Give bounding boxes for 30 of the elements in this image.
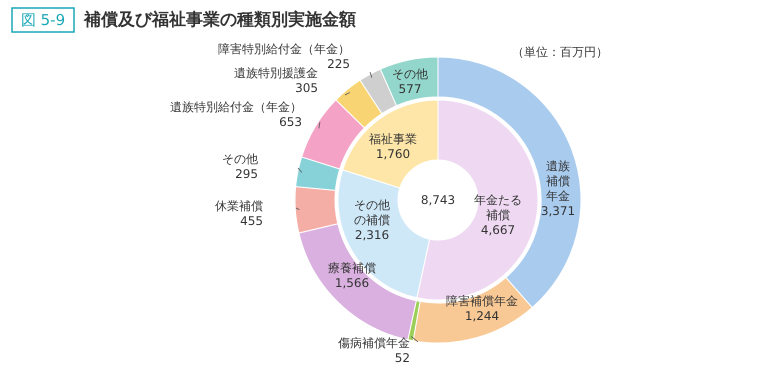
- text: （単位：百万円）: [512, 45, 608, 59]
- data-label: 52: [394, 351, 410, 365]
- data-label: 4,667: [480, 223, 516, 237]
- slice-label: 傷病補償年金: [337, 336, 410, 350]
- slice-label: 休業補償: [215, 199, 263, 213]
- data-label: 653: [279, 115, 302, 129]
- data-label: 3,371: [540, 204, 576, 218]
- data-label: 225: [327, 57, 350, 71]
- slice-label: 年金たる補償: [474, 193, 522, 222]
- data-label: 305: [295, 81, 318, 95]
- data-label: 1,760: [376, 147, 410, 161]
- slice-label: 遺族補償年金: [546, 159, 570, 203]
- slice-label: 遺族特別援護金: [234, 66, 318, 80]
- data-label: 1,244: [464, 309, 500, 323]
- data-label: 577: [398, 82, 422, 96]
- data-label: 1,566: [334, 276, 370, 290]
- data-label: 2,316: [354, 228, 390, 242]
- slice-label: 療養補償: [328, 261, 376, 275]
- data-label: 455: [240, 214, 263, 228]
- slice-label: 障害補償年金: [446, 294, 518, 308]
- chart-title: 補償及び福祉事業の種類別実施金額: [83, 10, 356, 30]
- slice-label: その他: [392, 67, 428, 81]
- slice-label: その他: [222, 152, 258, 166]
- slice-label: 遺族特別給付金（年金）: [170, 100, 302, 114]
- slice-label: 障害特別給付金（年金）: [218, 42, 350, 56]
- slice-label: 福祉事業: [369, 132, 417, 146]
- text: 8,743: [420, 193, 456, 207]
- caption: 図 5-9: [20, 11, 66, 29]
- slice-label: その他の補償: [354, 198, 390, 227]
- data-label: 295: [235, 167, 258, 181]
